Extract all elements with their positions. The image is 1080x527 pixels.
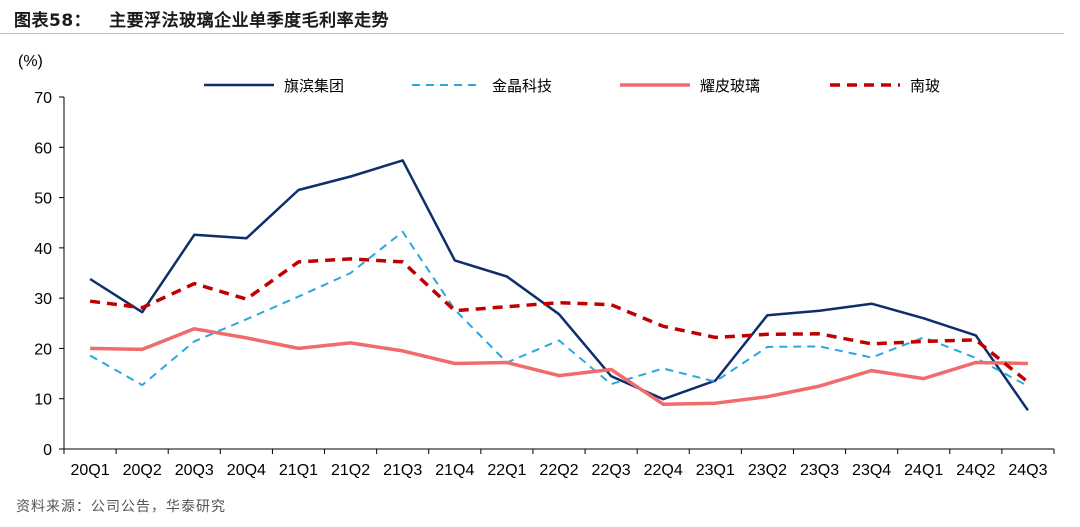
series-line-2	[89, 230, 1029, 387]
x-tick-label: 20Q1	[70, 462, 109, 479]
figure-header: 图表58： 主要浮法玻璃企业单季度毛利率走势	[14, 6, 389, 31]
legend-label: 南玻	[910, 77, 940, 95]
x-tick-label: 22Q1	[487, 462, 526, 479]
figure-number: 图表58：	[14, 11, 92, 31]
series-layer	[89, 159, 1030, 412]
x-tick-label: 21Q4	[435, 462, 474, 479]
x-tick-label: 22Q2	[539, 462, 578, 479]
x-tick-label: 22Q4	[644, 462, 683, 479]
figure-title: 主要浮法玻璃企业单季度毛利率走势	[109, 11, 390, 31]
x-tick-label: 20Q3	[175, 462, 214, 479]
y-tick-label: 50	[34, 191, 52, 208]
y-tick-label: 70	[34, 90, 52, 107]
x-tick-label: 20Q4	[227, 462, 266, 479]
legend-label: 耀皮玻璃	[700, 77, 760, 95]
x-tick-label: 24Q1	[904, 462, 943, 479]
y-tick-label: 0	[43, 442, 52, 459]
y-axis: 0 10 20 30 40 50 60 70	[34, 90, 65, 459]
legend-label: 金晶科技	[492, 77, 552, 95]
x-tick-label: 24Q2	[956, 462, 995, 479]
x-tick-label: 20Q2	[123, 462, 162, 479]
series-line-4	[89, 257, 1030, 384]
y-tick-label: 20	[34, 341, 52, 358]
y-tick-label: 40	[34, 241, 52, 258]
source-note: 资料来源：公司公告，华泰研究	[16, 499, 226, 515]
x-axis: 20Q1 20Q2 20Q3 20Q4 21Q1 21Q2 21Q3 21Q4 22Q1 22Q2…	[63, 448, 1055, 479]
x-tick-label: 23Q3	[800, 462, 839, 479]
y-tick-label: 60	[34, 140, 52, 157]
x-tick-label: 23Q4	[852, 462, 891, 479]
y-axis-unit-label: (%)	[18, 53, 43, 70]
legend-label: 旗滨集团	[284, 77, 344, 95]
x-tick-label: 23Q1	[696, 462, 735, 479]
x-tick-label: 22Q3	[592, 462, 631, 479]
x-tick-label: 21Q3	[383, 462, 422, 479]
series-line-3	[90, 327, 1028, 406]
legend: 旗滨集团 金晶科技 耀皮玻璃 南玻	[204, 77, 940, 95]
x-tick-label: 21Q2	[331, 462, 370, 479]
y-tick-label: 30	[34, 291, 52, 308]
y-tick-label: 10	[34, 392, 52, 409]
x-tick-label: 21Q1	[279, 462, 318, 479]
series-line-1	[89, 159, 1029, 412]
x-tick-label: 23Q2	[748, 462, 787, 479]
header-divider	[0, 33, 1064, 34]
x-tick-label: 24Q3	[1008, 462, 1047, 479]
